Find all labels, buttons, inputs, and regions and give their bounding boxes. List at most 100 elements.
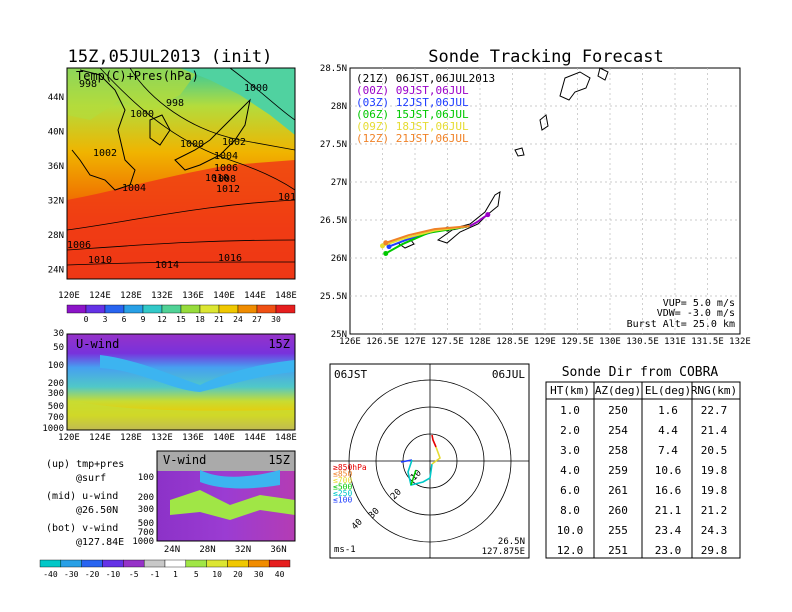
colorbar-label: 12 (157, 315, 167, 324)
colorbar-label: 10 (212, 570, 222, 579)
note-bot: (bot) v-wind (46, 523, 118, 534)
track-lat-ticks: 28.5N 28N 27.5N 27N 26.5N 26N 25.5N 25N (320, 64, 347, 340)
lon-tick-label: 127E (404, 337, 426, 347)
colorbar-label: 21 (214, 315, 224, 324)
track-endpoint (485, 212, 491, 218)
hodograph-segment (400, 459, 413, 463)
track-series (380, 212, 491, 256)
table-cell: 1.6 (658, 404, 678, 417)
island-outline (514, 147, 525, 157)
coastline-korea (149, 114, 171, 146)
amami-outline (559, 71, 591, 101)
table-cell: 261 (608, 484, 628, 497)
table-cell: 10.6 (655, 464, 682, 477)
table-cell: 19.8 (701, 464, 728, 477)
coastline-asia (71, 69, 136, 191)
table-cell: 8.0 (560, 504, 580, 517)
table-header: HT(km) (550, 384, 590, 397)
map-frame (66, 67, 296, 280)
table-cell: 251 (608, 544, 628, 557)
uwind-jet (100, 355, 295, 392)
table-header: EL(deg) (645, 384, 691, 397)
uwind-lowlevel (67, 400, 295, 430)
table-cell: 12.0 (557, 544, 584, 557)
lon-tick-label: 126E (339, 337, 361, 347)
table-cell: 23.4 (655, 524, 682, 537)
lon-tick-label: 127.5E (431, 337, 464, 347)
lat-tick-label: 32N (48, 197, 64, 207)
colorbar-swatch (268, 559, 291, 568)
lat-tick-label: 26N (331, 254, 347, 264)
lat-tick-label: 36N (48, 162, 64, 172)
map-title: 15Z,05JUL2013 (init) (68, 47, 273, 67)
lon-tick-label: 124E (89, 433, 111, 443)
lon-tick-label: 120E (58, 433, 80, 443)
track-legend-entry: (00Z) 09JST,06JUL (356, 84, 469, 97)
temperature-map-panel: 15Z,05JUL2013 (init) 998 998 1000 1000 1… (48, 47, 297, 324)
colorbar-label: 15 (176, 315, 186, 324)
table-header: RNG(km) (691, 384, 737, 397)
lon-tick-label: 144E (244, 291, 266, 301)
track-grid (350, 68, 740, 334)
vwind-band-green (170, 490, 295, 520)
colorbar-swatch (142, 304, 163, 314)
panel-notes: (up) tmp+pres @surf (mid) u-wind @26.50N… (46, 459, 124, 548)
lon-tick-label: 129.5E (561, 337, 594, 347)
level-legend-entry: ≤850 (333, 470, 352, 479)
table-cell: 260 (608, 504, 628, 517)
pressure-tick-label: 100 (48, 361, 64, 371)
lon-tick-label: 128E (469, 337, 491, 347)
vdw-text: VDW= -3.0 m/s (657, 308, 735, 319)
lat-tick-label: 28.5N (320, 64, 347, 74)
colorbar-swatch (227, 559, 249, 568)
pressure-tick-label: 30 (53, 329, 64, 339)
table-cell: 19.8 (701, 484, 728, 497)
pressure-tick-label: 200 (138, 493, 154, 503)
track-legend: (21Z) 06JST,06JUL2013(00Z) 09JST,06JUL (0… (356, 72, 495, 145)
temp-colorbar: 0 3 6 9 12 15 18 21 24 27 30 (66, 304, 296, 324)
map-lat-ticks: 44N 40N 36N 32N 28N 24N (48, 93, 64, 276)
table-cell: 1.0 (560, 404, 580, 417)
colorbar-label: 30 (254, 570, 264, 579)
table-cell: 24.3 (701, 524, 728, 537)
isobar-label: 1006 (214, 163, 238, 174)
track-legend-entry: (21Z) 06JST,06JUL2013 (356, 72, 495, 85)
pressure-tick-label: 300 (48, 389, 64, 399)
isobar-label: 1014 (155, 260, 179, 271)
wind-colorbar: -40 -30 -20 -10 -5 -1 1 5 10 20 30 40 (39, 559, 291, 579)
level-legend-entry: ≥850hPa (333, 463, 367, 472)
lon-tick-label: 124E (89, 291, 111, 301)
colorbar-label: 30 (271, 315, 281, 324)
track-panel: Sonde Tracking Forecast (21Z) 06JST,06JU… (320, 47, 751, 347)
track-endpoint (383, 250, 389, 256)
note-mid: (mid) u-wind (46, 491, 118, 502)
table-cell: 6.0 (560, 484, 580, 497)
table-cell: 7.4 (658, 444, 678, 457)
polar-date: 06JUL (492, 368, 525, 381)
track-legend-entry: (09Z) 18JST,06JUL (356, 120, 469, 133)
isobar-label: 1004 (214, 151, 238, 162)
colorbar-swatch (256, 304, 277, 314)
colorbar-swatch (123, 559, 145, 568)
lat-tick-label: 28N (48, 231, 64, 241)
uwind-frame (66, 333, 296, 431)
vwind-masked (157, 451, 295, 471)
track-line (385, 225, 470, 244)
pressure-tick-label: 1000 (132, 537, 154, 547)
track-endpoint (386, 244, 392, 250)
colorbar-label: 3 (103, 315, 108, 324)
colorbar-swatch (60, 559, 82, 568)
lon-tick-label: 132E (151, 291, 173, 301)
table-cell: 4.4 (658, 424, 678, 437)
colorbar-label: 27 (252, 315, 262, 324)
colorbar-swatch (143, 559, 166, 568)
isobar-labels: 998 998 1000 1000 1000 1002 1002 1004 10… (67, 79, 296, 271)
island-outline (539, 114, 549, 131)
pressure-tick-label: 200 (48, 379, 64, 389)
track-title: Sonde Tracking Forecast (428, 47, 663, 67)
lon-tick-label: 140E (213, 433, 235, 443)
colorbar-label: -40 (43, 570, 58, 579)
colorbar-swatch (81, 559, 103, 568)
lon-tick-label: 131.5E (691, 337, 724, 347)
colorbar-label: 18 (195, 315, 205, 324)
